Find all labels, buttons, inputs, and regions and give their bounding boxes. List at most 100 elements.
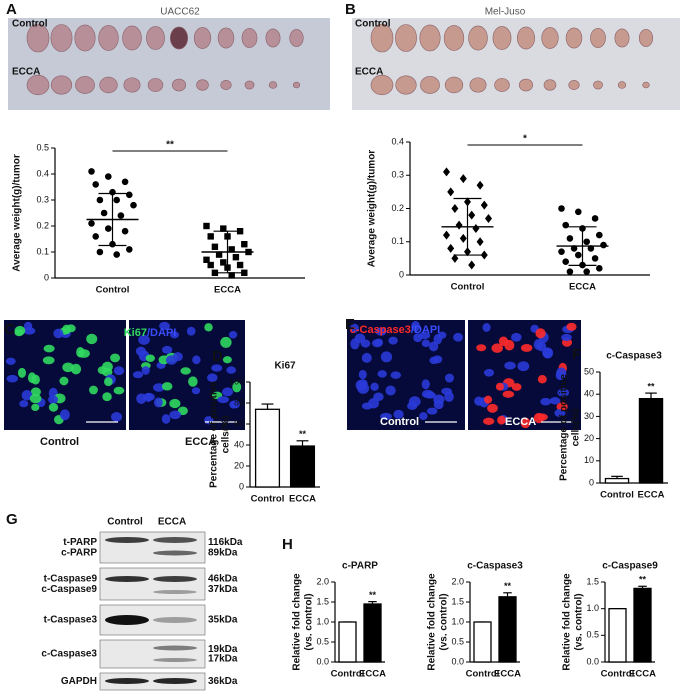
nucleus (504, 339, 515, 351)
x-tick-label: Control (600, 490, 634, 501)
nucleus (231, 400, 240, 409)
y-axis-label: (vs. control) (304, 593, 315, 650)
nucleus (43, 344, 55, 353)
chart-title: c-Caspase9 (602, 561, 658, 572)
x-tick-label: Control (466, 669, 500, 680)
panel-letter: G (6, 511, 18, 528)
data-point (562, 221, 569, 229)
x-tick-label: ECCA (359, 669, 386, 680)
y-axis-label: Average weight(g)/tumor (12, 154, 23, 272)
tumor (50, 75, 73, 95)
y-tick-label: 100 (229, 376, 244, 386)
chart-title: c-Caspase3 (606, 351, 662, 362)
nucleus (491, 343, 503, 353)
nucleus (361, 352, 372, 363)
nucleus (556, 367, 567, 379)
x-tick-label: ECCA (494, 669, 521, 680)
y-tick-label: 10 (584, 455, 594, 465)
photo-row-label: ECCA (12, 67, 40, 78)
tumor (541, 27, 559, 49)
data-point (558, 205, 565, 212)
y-axis-label: (vs. control) (574, 593, 585, 650)
data-point (459, 233, 467, 243)
nucleus (444, 373, 454, 383)
blot-frame (99, 567, 206, 601)
data-point (591, 215, 599, 222)
tumor (122, 25, 142, 51)
photo-row-label: Control (12, 19, 48, 30)
data-point (126, 246, 133, 253)
nucleus (566, 322, 577, 331)
nucleus (191, 387, 201, 395)
y-tick-label: 0.3 (391, 170, 404, 180)
y-axis-label: Percentage of positive (559, 374, 570, 481)
data-point (575, 251, 582, 259)
protein-label: GAPDH (61, 676, 97, 687)
bar (608, 608, 627, 663)
nucleus (474, 396, 484, 406)
nucleus (222, 356, 232, 364)
y-tick-label: 0 (399, 269, 404, 279)
bar (289, 445, 316, 488)
significance: ** (647, 381, 655, 391)
tumor (443, 25, 465, 51)
data-point (207, 233, 214, 240)
nucleus (483, 368, 495, 377)
significance: * (523, 134, 527, 145)
nucleus (375, 327, 387, 336)
y-axis-label: cells(%) (571, 409, 582, 447)
x-tick-label: Control (96, 285, 130, 296)
lane-label: Control (107, 517, 143, 528)
y-tick-label: 0 (589, 477, 594, 487)
lane-label: ECCA (158, 517, 186, 528)
nucleus (483, 417, 495, 425)
size-label: 89kDa (208, 547, 238, 558)
bar (498, 596, 517, 663)
y-axis-label: Relative fold change (427, 573, 438, 671)
nucleus (59, 409, 70, 421)
tumor (289, 29, 304, 47)
protein-label: t-Caspase9 (44, 573, 98, 584)
nucleus (226, 366, 237, 374)
x-tick-label: ECCA (638, 490, 665, 501)
nucleus (228, 330, 238, 339)
y-tick-label: 0.5 (451, 636, 464, 646)
nucleus (388, 336, 398, 345)
tumor (593, 80, 603, 90)
photo-row-label: ECCA (355, 67, 383, 78)
y-tick-label: 2.0 (316, 576, 329, 586)
data-point (468, 210, 476, 220)
tumor (146, 26, 165, 50)
data-point (480, 200, 488, 210)
data-point (126, 191, 133, 199)
data-point (596, 231, 603, 239)
tumor (590, 28, 606, 48)
data-point (96, 196, 104, 204)
data-point (203, 256, 210, 263)
nucleus (487, 403, 498, 413)
y-tick-label: 20 (584, 433, 594, 443)
nucleus (217, 396, 230, 404)
tumor (50, 24, 73, 52)
tumor (395, 75, 417, 95)
nucleus (504, 361, 516, 370)
y-tick-label: 2.0 (451, 576, 464, 586)
nucleus (6, 374, 18, 383)
nucleus (232, 381, 242, 393)
tumor (642, 81, 650, 89)
data-point (451, 204, 459, 213)
nucleus (186, 326, 196, 336)
x-tick-label: Control (331, 669, 365, 680)
tumor (469, 77, 487, 93)
nucleus (220, 336, 232, 348)
nucleus (357, 382, 370, 394)
tumor (265, 28, 281, 48)
tumor (193, 27, 212, 49)
nucleus (426, 407, 438, 415)
nucleus (62, 324, 71, 335)
data-point (562, 258, 569, 266)
y-axis-label: Relative fold change (292, 573, 303, 671)
nucleus (433, 400, 444, 410)
nucleus (161, 345, 173, 354)
tumor (543, 79, 557, 91)
